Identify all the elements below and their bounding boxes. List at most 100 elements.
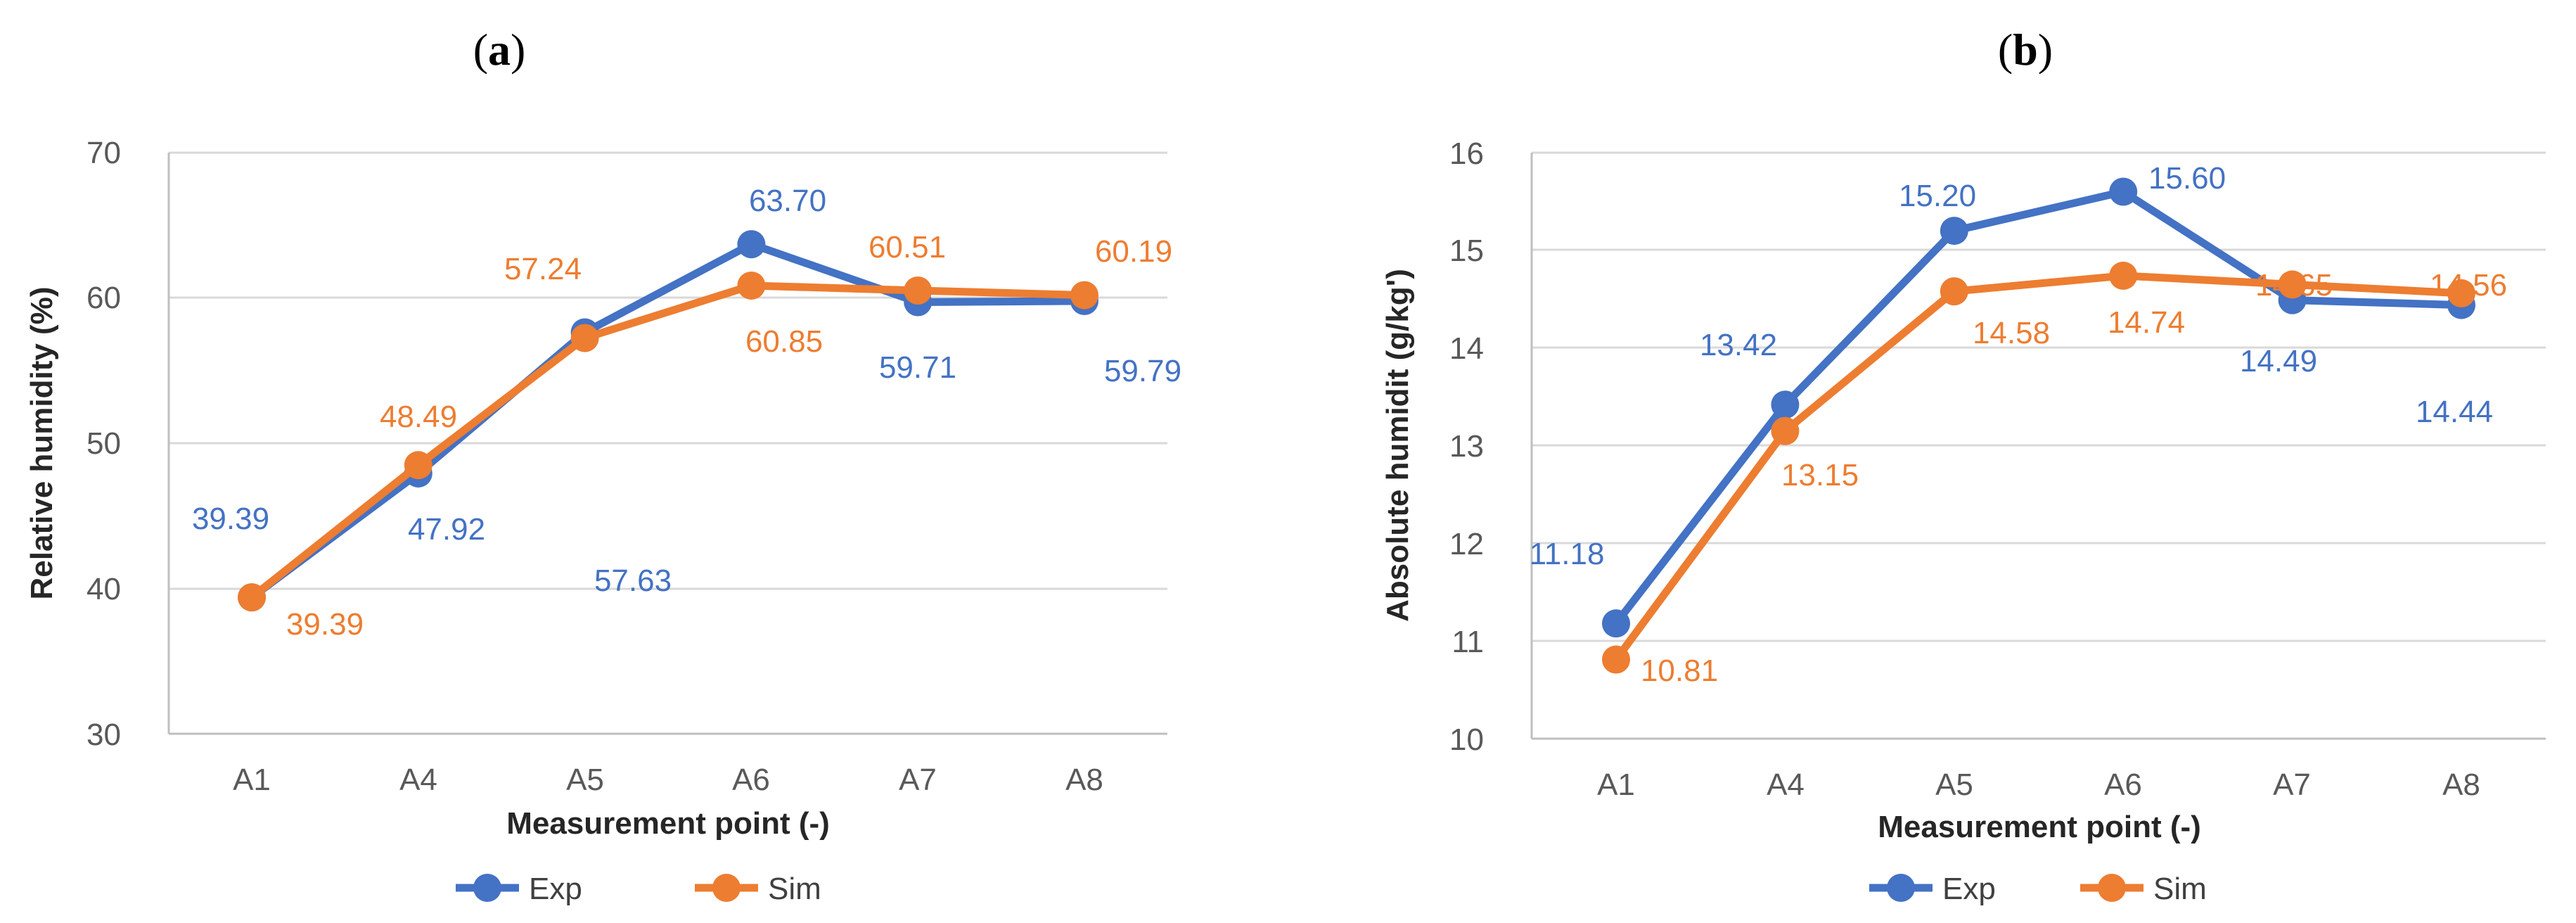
series-exp-line [238, 230, 1098, 612]
y-axis-title: Absolute humidit (g/kg') [1380, 269, 1415, 622]
panel-a-y-ticks: 30 40 50 60 70 [86, 136, 121, 752]
data-label: 14.44 [2416, 395, 2493, 429]
data-point [2109, 261, 2138, 290]
data-point [1070, 281, 1098, 310]
data-label: 47.92 [408, 512, 485, 547]
data-label: 14.58 [1973, 316, 2050, 350]
data-point [737, 230, 766, 259]
panel-b-gridlines [1530, 151, 2546, 740]
x-tick-label: A8 [1065, 763, 1103, 797]
panel-b-y-ticks: 10 11 12 13 14 15 16 [1449, 136, 1484, 757]
legend-label-sim: Sim [768, 872, 821, 906]
data-point [404, 451, 432, 480]
data-point [1771, 390, 1800, 419]
legend-marker-sim [712, 874, 741, 902]
chart-panel-a: (a) 30 40 50 60 70 A1 A4 A5 A6 A7 A8 Mea… [25, 25, 1181, 906]
y-axis-title: Relative humidity (%) [25, 287, 59, 600]
y-tick-label: 30 [86, 718, 121, 752]
x-tick-label: A7 [899, 763, 937, 797]
data-label: 57.63 [594, 564, 672, 598]
data-label: 39.39 [286, 607, 364, 642]
data-label: 57.24 [504, 252, 582, 286]
panel-a-legend: Exp Sim [456, 872, 821, 906]
legend-item-exp: Exp [456, 872, 582, 906]
data-label: 13.15 [1781, 458, 1859, 492]
x-tick-label: A1 [1597, 768, 1635, 802]
x-axis-title: Measurement point (-) [506, 806, 830, 841]
y-tick-label: 13 [1449, 429, 1484, 464]
legend-item-sim: Sim [2080, 872, 2207, 906]
data-label: 60.19 [1095, 234, 1172, 269]
y-tick-label: 60 [86, 281, 121, 315]
legend-item-sim: Sim [695, 872, 821, 906]
x-tick-label: A7 [2273, 768, 2311, 802]
data-point [1940, 277, 1968, 306]
y-tick-label: 10 [1449, 723, 1484, 757]
panel-a-data-labels: 39.39 47.92 57.63 63.70 59.71 59.79 39.3… [192, 184, 1181, 642]
data-point [737, 271, 766, 300]
panel-a-label: (a) [473, 25, 526, 75]
data-point [2447, 279, 2475, 307]
data-label: 60.85 [745, 324, 823, 359]
panel-b-label: (b) [1998, 25, 2053, 75]
panel-b-x-ticks: A1 A4 A5 A6 A7 A8 [1597, 768, 2480, 802]
x-tick-label: A4 [1767, 768, 1805, 802]
data-point [238, 583, 266, 612]
x-axis-title: Measurement point (-) [1878, 810, 2201, 844]
y-tick-label: 70 [86, 136, 121, 170]
data-label: 14.74 [2108, 305, 2185, 340]
data-point [1771, 416, 1800, 445]
y-tick-label: 14 [1449, 331, 1484, 366]
data-label: 11.18 [1530, 537, 1605, 571]
data-label: 60.51 [869, 230, 946, 265]
panel-a-x-ticks: A1 A4 A5 A6 A7 A8 [233, 763, 1103, 797]
chart-panel-b: (b) 10 11 12 13 14 15 16 A1 A4 A5 A6 A7 [1380, 25, 2546, 906]
sim-line [248, 281, 1089, 601]
legend-label-sim: Sim [2153, 872, 2207, 906]
data-label: 15.20 [1899, 179, 1976, 213]
data-label: 14.49 [2240, 344, 2317, 378]
exp-line [1612, 188, 2466, 628]
x-tick-label: A1 [233, 763, 271, 797]
panel-b-legend: Exp Sim [1869, 872, 2207, 906]
y-tick-label: 16 [1449, 136, 1484, 171]
series-sim-line [238, 271, 1098, 612]
data-label: 59.71 [879, 350, 956, 385]
data-point [1940, 217, 1968, 246]
data-label: 14.65 [2255, 268, 2333, 303]
panel-b-data-labels: 11.18 13.42 15.20 15.60 14.49 14.44 10.8… [1530, 161, 2507, 688]
x-tick-label: A8 [2442, 768, 2480, 802]
legend-marker-sim [2098, 874, 2126, 902]
legend-marker-exp [1887, 874, 1915, 902]
y-tick-label: 15 [1449, 234, 1484, 268]
data-point [1602, 609, 1630, 638]
x-tick-label: A4 [399, 763, 437, 797]
y-tick-label: 40 [86, 572, 121, 606]
y-tick-label: 12 [1449, 527, 1484, 561]
x-tick-label: A5 [566, 763, 604, 797]
data-label: 10.81 [1641, 654, 1718, 688]
data-point [2278, 270, 2307, 299]
x-tick-label: A6 [732, 763, 770, 797]
data-label: 39.39 [192, 502, 269, 536]
data-point [2109, 177, 2138, 206]
data-label: 13.42 [1700, 328, 1777, 362]
data-label: 48.49 [380, 400, 457, 434]
data-label: 14.56 [2430, 268, 2507, 303]
data-point [570, 324, 599, 352]
series-sim-line [1602, 261, 2475, 674]
x-tick-label: A6 [2104, 768, 2142, 802]
data-label: 15.60 [2148, 161, 2226, 196]
legend-label-exp: Exp [529, 872, 582, 906]
data-label: 59.79 [1104, 354, 1181, 388]
legend-item-exp: Exp [1869, 872, 1996, 906]
series-exp-line [1602, 177, 2475, 638]
data-label: 63.70 [749, 184, 826, 218]
exp-line [248, 240, 1089, 601]
legend-marker-exp [473, 874, 501, 902]
legend-label-exp: Exp [1942, 872, 1996, 906]
panel-a-gridlines [167, 151, 1167, 735]
x-tick-label: A5 [1935, 768, 1973, 802]
data-point [1602, 645, 1630, 674]
